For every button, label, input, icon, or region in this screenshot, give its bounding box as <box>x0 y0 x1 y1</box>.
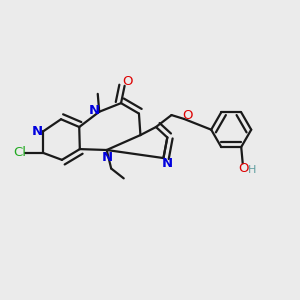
Text: N: N <box>102 151 113 164</box>
Text: O: O <box>182 110 192 122</box>
Text: N: N <box>88 104 99 117</box>
Text: Cl: Cl <box>13 146 26 159</box>
Text: N: N <box>31 125 42 138</box>
Text: H: H <box>248 165 256 175</box>
Text: O: O <box>238 162 249 175</box>
Text: O: O <box>122 75 132 88</box>
Text: N: N <box>162 157 173 170</box>
